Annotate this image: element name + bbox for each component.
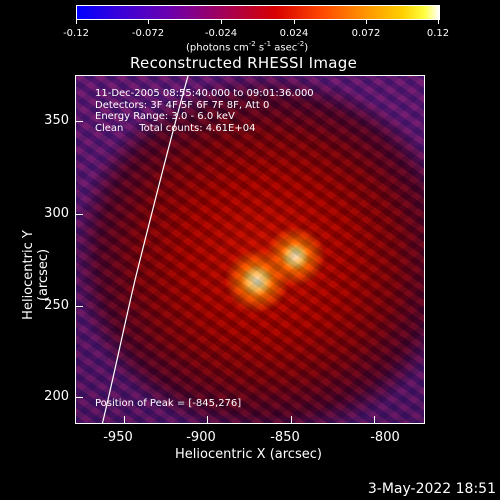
info-clean-counts: Clean Total counts: 4.61E+04 (95, 122, 256, 134)
image-info: 11-Dec-2005 08:55:40.000 to 09:01:36.000… (95, 88, 314, 134)
y-tick-label: 300 (44, 206, 69, 221)
y-tick-label: 250 (44, 298, 69, 313)
colorbar (76, 5, 440, 20)
y-tickmark (75, 214, 83, 215)
y-axis-label: Heliocentric Y (arcsec) (21, 230, 51, 320)
colorbar-tickmark (221, 20, 222, 24)
x-tickmark (374, 416, 375, 424)
x-tick-label: -800 (370, 430, 400, 445)
x-tickmark (207, 416, 208, 424)
colorbar-unit-label: (photons cm-2 s-1 asec-2) (186, 40, 309, 54)
colorbar-tickmark (76, 20, 77, 24)
colorbar-tick-label: -0.12 (63, 28, 89, 39)
y-tick-label: 200 (44, 389, 69, 404)
y-tickmark (75, 397, 83, 398)
x-tickmark (124, 416, 125, 424)
x-tick-label: -900 (186, 430, 216, 445)
x-axis-label: Heliocentric X (arcsec) (175, 447, 322, 462)
x-tick-label: -950 (103, 430, 133, 445)
peak-position-label: Position of Peak = [-845,276] (95, 398, 242, 409)
image-texture (76, 76, 424, 423)
info-time-range: 11-Dec-2005 08:55:40.000 to 09:01:36.000 (95, 88, 314, 99)
colorbar-tick-label: -0.024 (204, 28, 238, 39)
colorbar-tickmark (366, 20, 367, 24)
colorbar-tick-label: 0.072 (351, 28, 381, 39)
colorbar-tick-label: -0.072 (131, 28, 165, 39)
x-tickmark (291, 416, 292, 424)
rhessi-image (75, 75, 425, 424)
colorbar-tick-label: 0.024 (279, 28, 309, 39)
info-detectors: Detectors: 3F 4F 5F 6F 7F 8F, Att 0 (95, 99, 270, 111)
solar-limb-line (101, 76, 189, 423)
colorbar-tick-label: 0.12 (426, 28, 450, 39)
info-energy-range: Energy Range: 3.0 - 6.0 keV (95, 111, 235, 122)
y-tick-label: 350 (44, 113, 69, 128)
solar-limb-overlay (101, 76, 189, 423)
plot-title: Reconstructed RHESSI Image (130, 54, 358, 72)
timestamp: 3-May-2022 18:51 (367, 481, 496, 497)
y-tickmark (75, 306, 83, 307)
y-tickmark (75, 121, 83, 122)
colorbar-tickmark (148, 20, 149, 24)
colorbar-tickmark (438, 20, 439, 24)
colorbar-tickmark (294, 20, 295, 24)
x-tick-label: -850 (270, 430, 300, 445)
